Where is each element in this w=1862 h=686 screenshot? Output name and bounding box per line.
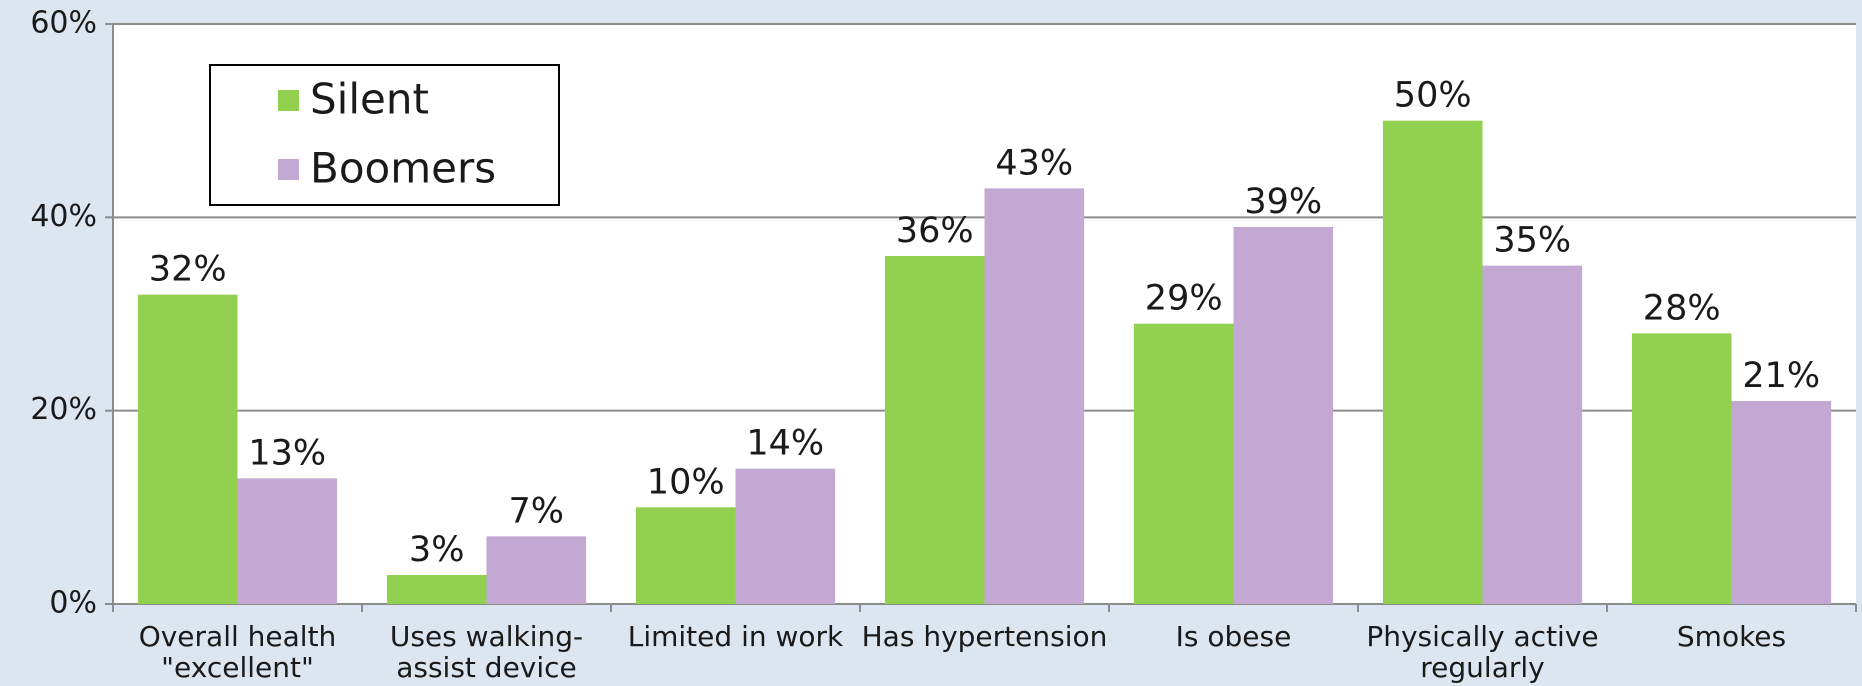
value-label: 29% bbox=[1145, 279, 1223, 319]
bar bbox=[884, 256, 985, 604]
bar bbox=[984, 188, 1085, 605]
legend-swatch bbox=[278, 90, 299, 111]
bar bbox=[635, 507, 736, 604]
value-label: 10% bbox=[647, 462, 725, 502]
bar bbox=[486, 536, 587, 604]
bar bbox=[1382, 120, 1483, 605]
y-tick-label: 20% bbox=[30, 392, 97, 427]
legend-box bbox=[209, 64, 560, 206]
value-label: 21% bbox=[1742, 356, 1820, 396]
value-label: 35% bbox=[1493, 221, 1571, 261]
bar bbox=[1482, 265, 1583, 604]
value-label: 39% bbox=[1244, 182, 1322, 222]
value-label: 28% bbox=[1643, 288, 1721, 328]
x-tick-label: Has hypertension bbox=[862, 620, 1108, 653]
legend-label: Silent bbox=[310, 75, 429, 124]
y-tick-label: 40% bbox=[30, 199, 97, 234]
bar bbox=[1233, 227, 1334, 604]
x-tick-label: Limited in work bbox=[628, 620, 844, 653]
x-tick-label: Uses walking-assist device bbox=[390, 620, 583, 684]
value-label: 7% bbox=[509, 491, 565, 531]
bar bbox=[386, 575, 487, 604]
bar bbox=[137, 294, 238, 604]
bar bbox=[1631, 333, 1732, 604]
value-label: 43% bbox=[995, 143, 1073, 183]
value-label: 50% bbox=[1394, 76, 1472, 116]
y-tick-label: 0% bbox=[49, 586, 97, 621]
legend-label: Boomers bbox=[310, 144, 496, 193]
y-tick-label: 60% bbox=[30, 6, 97, 41]
value-label: 32% bbox=[149, 250, 227, 290]
value-label: 3% bbox=[409, 530, 465, 570]
bar bbox=[1731, 401, 1832, 604]
legend-swatch bbox=[278, 159, 299, 180]
bar bbox=[735, 468, 836, 604]
value-label: 13% bbox=[248, 433, 326, 473]
x-tick-label: Is obese bbox=[1176, 620, 1292, 653]
bar bbox=[237, 478, 338, 604]
bar bbox=[1133, 323, 1234, 604]
value-label: 36% bbox=[896, 211, 974, 251]
x-tick-label: Overall health "excellent" bbox=[139, 620, 337, 684]
value-label: 14% bbox=[746, 424, 824, 464]
x-tick-label: Physically active regularly bbox=[1366, 620, 1598, 684]
x-tick-label: Smokes bbox=[1677, 620, 1786, 653]
